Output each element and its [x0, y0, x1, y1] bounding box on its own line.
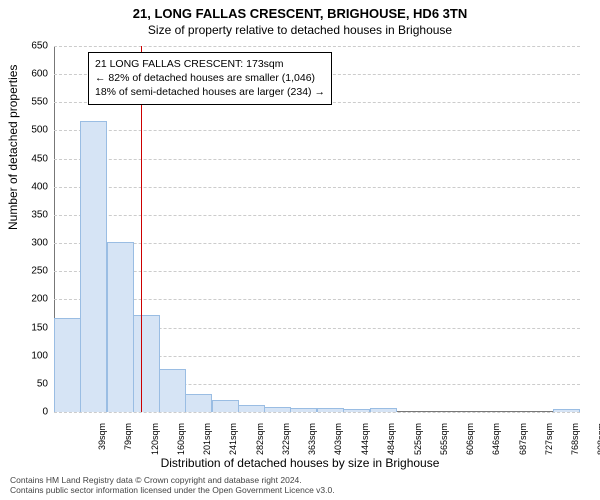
y-tick-label: 300 [8, 238, 48, 249]
y-tick-label: 250 [8, 266, 48, 277]
y-tick-label: 450 [8, 153, 48, 164]
gridline [54, 159, 580, 160]
y-axis-label: Number of detached properties [6, 65, 20, 230]
gridline [54, 412, 580, 413]
annotation-box: 21 LONG FALLAS CRESCENT: 173sqm← 82% of … [88, 52, 332, 105]
annotation-line-3: 18% of semi-detached houses are larger (… [95, 85, 325, 99]
y-tick-label: 200 [8, 294, 48, 305]
histogram-bar [212, 400, 239, 412]
histogram-bar [553, 409, 580, 412]
gridline [54, 130, 580, 131]
histogram-bar [80, 121, 107, 412]
attribution-line-2: Contains public sector information licen… [10, 485, 590, 496]
y-tick-label: 550 [8, 97, 48, 108]
histogram-bar [290, 408, 317, 412]
y-tick-label: 100 [8, 350, 48, 361]
annotation-line-1: 21 LONG FALLAS CRESCENT: 173sqm [95, 57, 325, 71]
y-tick-label: 500 [8, 125, 48, 136]
histogram-bar [159, 369, 186, 412]
y-tick-label: 0 [8, 407, 48, 418]
y-tick-label: 650 [8, 41, 48, 52]
gridline [54, 187, 580, 188]
attribution-line-1: Contains HM Land Registry data © Crown c… [10, 475, 590, 486]
y-tick-label: 350 [8, 209, 48, 220]
histogram-bar [370, 408, 397, 412]
y-tick-label: 400 [8, 181, 48, 192]
histogram-bar [54, 318, 81, 412]
x-axis-label: Distribution of detached houses by size … [0, 456, 600, 470]
annotation-line-2: ← 82% of detached houses are smaller (1,… [95, 71, 325, 85]
gridline [54, 46, 580, 47]
y-tick-label: 50 [8, 378, 48, 389]
gridline [54, 215, 580, 216]
chart-title-main: 21, LONG FALLAS CRESCENT, BRIGHOUSE, HD6… [0, 0, 600, 21]
chart-title-sub: Size of property relative to detached ho… [0, 21, 600, 37]
y-tick-label: 150 [8, 322, 48, 333]
histogram-bar [238, 405, 265, 412]
plot-area: 0501001502002503003504004505005506006503… [54, 46, 580, 412]
histogram-bar [133, 315, 160, 412]
chart-container: 21, LONG FALLAS CRESCENT, BRIGHOUSE, HD6… [0, 0, 600, 500]
histogram-bar [317, 408, 344, 412]
y-tick-label: 600 [8, 69, 48, 80]
histogram-bar [107, 242, 134, 412]
histogram-bar [185, 394, 212, 412]
attribution: Contains HM Land Registry data © Crown c… [10, 475, 590, 496]
histogram-bar [343, 409, 370, 412]
histogram-bar [264, 407, 291, 412]
